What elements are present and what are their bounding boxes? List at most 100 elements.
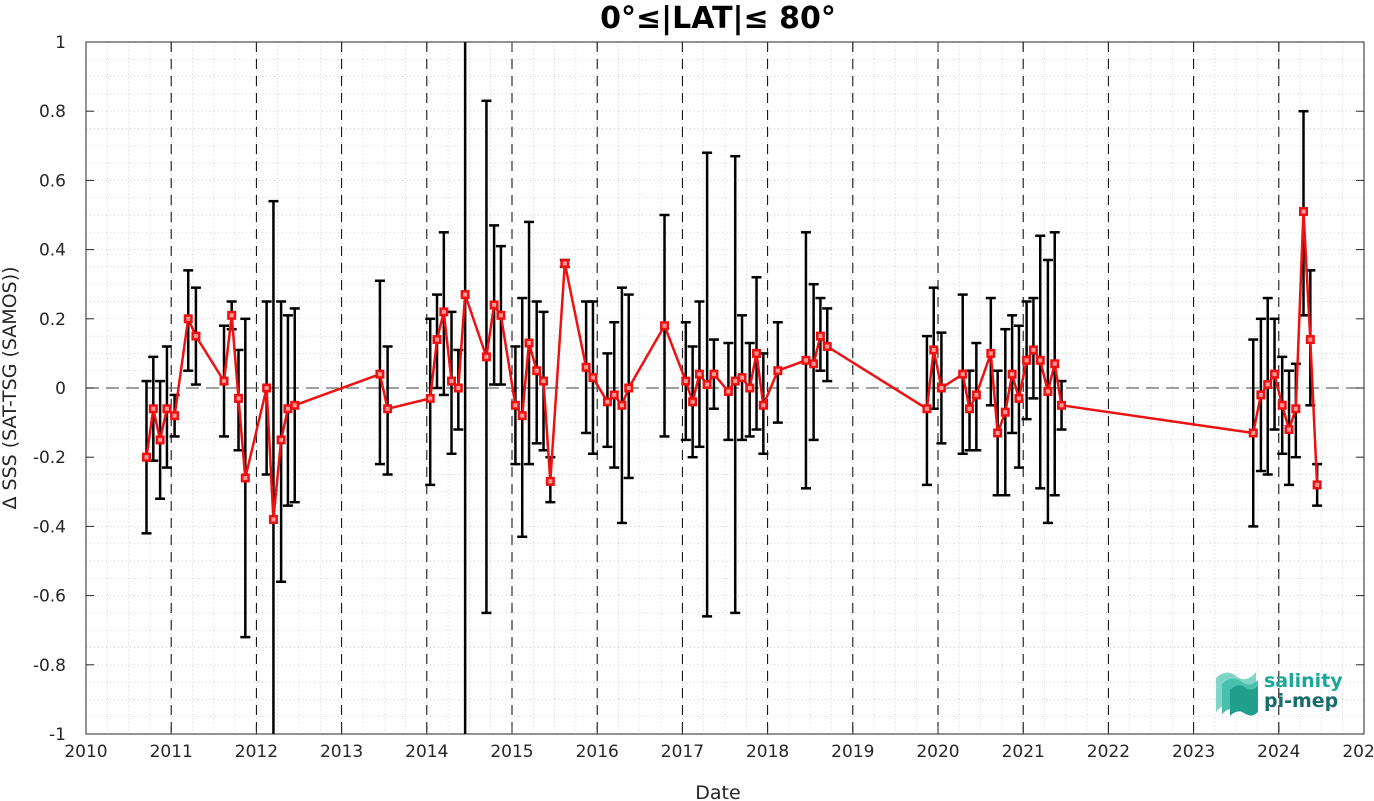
data-point-marker-inner bbox=[811, 361, 816, 366]
data-point-marker-inner bbox=[995, 430, 1000, 435]
x-tick-label: 2013 bbox=[320, 742, 363, 762]
data-point-marker-inner bbox=[988, 351, 993, 356]
data-point-marker-inner bbox=[492, 302, 497, 307]
data-point-marker-inner bbox=[924, 406, 929, 411]
x-tick-label: 2016 bbox=[576, 742, 619, 762]
data-point-marker-inner bbox=[463, 292, 468, 297]
data-point-marker-inner bbox=[1052, 361, 1057, 366]
data-point-marker-inner bbox=[484, 354, 489, 359]
data-point-marker-inner bbox=[285, 406, 290, 411]
data-point-marker-inner bbox=[428, 396, 433, 401]
data-point-marker-inner bbox=[498, 313, 503, 318]
y-tick-label: 0.6 bbox=[39, 171, 66, 191]
data-point-marker-inner bbox=[1045, 389, 1050, 394]
data-point-marker-inner bbox=[264, 386, 269, 390]
data-point-marker-inner bbox=[513, 403, 518, 408]
x-tick-label: 2018 bbox=[746, 742, 789, 762]
x-tick-label: 2012 bbox=[235, 742, 278, 762]
data-point-marker-inner bbox=[236, 396, 241, 401]
x-axis-label: Date bbox=[695, 782, 740, 801]
data-point-marker-inner bbox=[158, 437, 163, 442]
axis-ticks bbox=[85, 41, 1365, 735]
logo-text-salinity: salinity bbox=[1264, 670, 1343, 692]
x-tick-label: 2020 bbox=[916, 742, 959, 762]
data-point-marker-inner bbox=[435, 337, 440, 342]
data-point-marker-inner bbox=[164, 406, 169, 411]
data-point-marker-inner bbox=[1059, 403, 1064, 408]
data-point-marker-inner bbox=[1031, 347, 1036, 352]
data-point-marker-inner bbox=[1251, 430, 1256, 435]
data-point-marker-inner bbox=[193, 334, 198, 339]
data-point-marker-inner bbox=[541, 379, 546, 384]
data-point-marker-inner bbox=[385, 406, 390, 411]
data-point-marker-inner bbox=[939, 386, 944, 390]
data-point-marker-inner bbox=[733, 379, 738, 384]
data-point-marker-inner bbox=[1258, 392, 1263, 397]
data-point-marker-inner bbox=[626, 386, 631, 390]
data-point-marker-inner bbox=[967, 406, 972, 411]
data-point-marker-inner bbox=[612, 392, 617, 397]
data-point-marker-inner bbox=[754, 351, 759, 356]
data-point-marker-inner bbox=[151, 406, 156, 411]
data-point-marker-inner bbox=[803, 358, 808, 363]
data-point-marker-inner bbox=[144, 455, 149, 460]
x-tick-label: 2024 bbox=[1257, 742, 1300, 762]
y-tick-label: 0.2 bbox=[39, 310, 66, 330]
data-point-marker-inner bbox=[1315, 482, 1320, 487]
data-point-marker-inner bbox=[271, 517, 276, 522]
data-point-marker-inner bbox=[279, 437, 284, 442]
data-point-marker-inner bbox=[377, 372, 382, 377]
data-point-marker-inner bbox=[222, 379, 227, 384]
data-point-marker-inner bbox=[441, 309, 446, 314]
data-point-marker-inner bbox=[711, 372, 716, 377]
data-point-marker-inner bbox=[229, 313, 234, 318]
data-point-marker-inner bbox=[726, 389, 731, 394]
data-point-marker-inner bbox=[527, 341, 532, 346]
data-point-marker-inner bbox=[1010, 372, 1015, 377]
x-tick-label: 2019 bbox=[831, 742, 874, 762]
y-tick-label: 0 bbox=[55, 379, 66, 399]
x-tick-label: 2017 bbox=[661, 742, 704, 762]
data-point-marker-inner bbox=[1287, 427, 1292, 432]
data-point-marker-inner bbox=[619, 403, 624, 408]
data-point-marker-inner bbox=[747, 386, 752, 390]
y-tick-label: -0.2 bbox=[33, 448, 66, 468]
data-point-marker-inner bbox=[960, 372, 965, 377]
data-point-marker-inner bbox=[584, 365, 589, 370]
data-point-marker-inner bbox=[562, 261, 567, 266]
data-point-marker-inner bbox=[292, 403, 297, 408]
data-point-marker-inner bbox=[172, 413, 177, 418]
data-point-marker-inner bbox=[705, 382, 710, 387]
data-point-marker-inner bbox=[931, 347, 936, 352]
x-tick-label: 2014 bbox=[405, 742, 448, 762]
data-point-marker-inner bbox=[775, 368, 780, 373]
data-point-marker-inner bbox=[818, 334, 823, 339]
data-point-marker-inner bbox=[740, 375, 745, 380]
y-tick-label: 1 bbox=[55, 33, 66, 53]
x-tick-label: 2022 bbox=[1087, 742, 1130, 762]
y-tick-labels: -1 -0.8 -0.6 -0.4 -0.2 0 0.2 0.4 0.6 0.8 1 bbox=[33, 33, 66, 745]
y-tick-label: -0.8 bbox=[33, 656, 66, 676]
data-markers bbox=[141, 207, 1322, 524]
data-point-marker-inner bbox=[1016, 396, 1021, 401]
data-point-marker-inner bbox=[683, 379, 688, 384]
x-tick-label: 2023 bbox=[1172, 742, 1215, 762]
y-axis-label: Δ SSS (SAT-TSG (SAMOS)) bbox=[0, 266, 21, 509]
data-point-marker-inner bbox=[697, 372, 702, 377]
data-point-marker-inner bbox=[825, 344, 830, 349]
y-tick-label: -1 bbox=[49, 725, 66, 745]
x-tick-label: 2015 bbox=[490, 742, 533, 762]
x-tick-label: 2010 bbox=[64, 742, 107, 762]
data-point-marker-inner bbox=[690, 399, 695, 404]
wave-icon bbox=[1216, 672, 1258, 716]
data-point-marker-inner bbox=[605, 399, 610, 404]
data-point-marker-inner bbox=[186, 316, 191, 321]
y-tick-label: 0.8 bbox=[39, 102, 66, 122]
data-point-marker-inner bbox=[1003, 410, 1008, 415]
data-point-marker-inner bbox=[449, 379, 454, 384]
data-point-marker-inner bbox=[1272, 372, 1277, 377]
series-path bbox=[145, 210, 1319, 521]
salinity-pi-mep-logo: salinity pi-mep bbox=[1216, 670, 1343, 716]
data-point-marker-inner bbox=[590, 375, 595, 380]
data-point-marker-inner bbox=[548, 479, 553, 484]
